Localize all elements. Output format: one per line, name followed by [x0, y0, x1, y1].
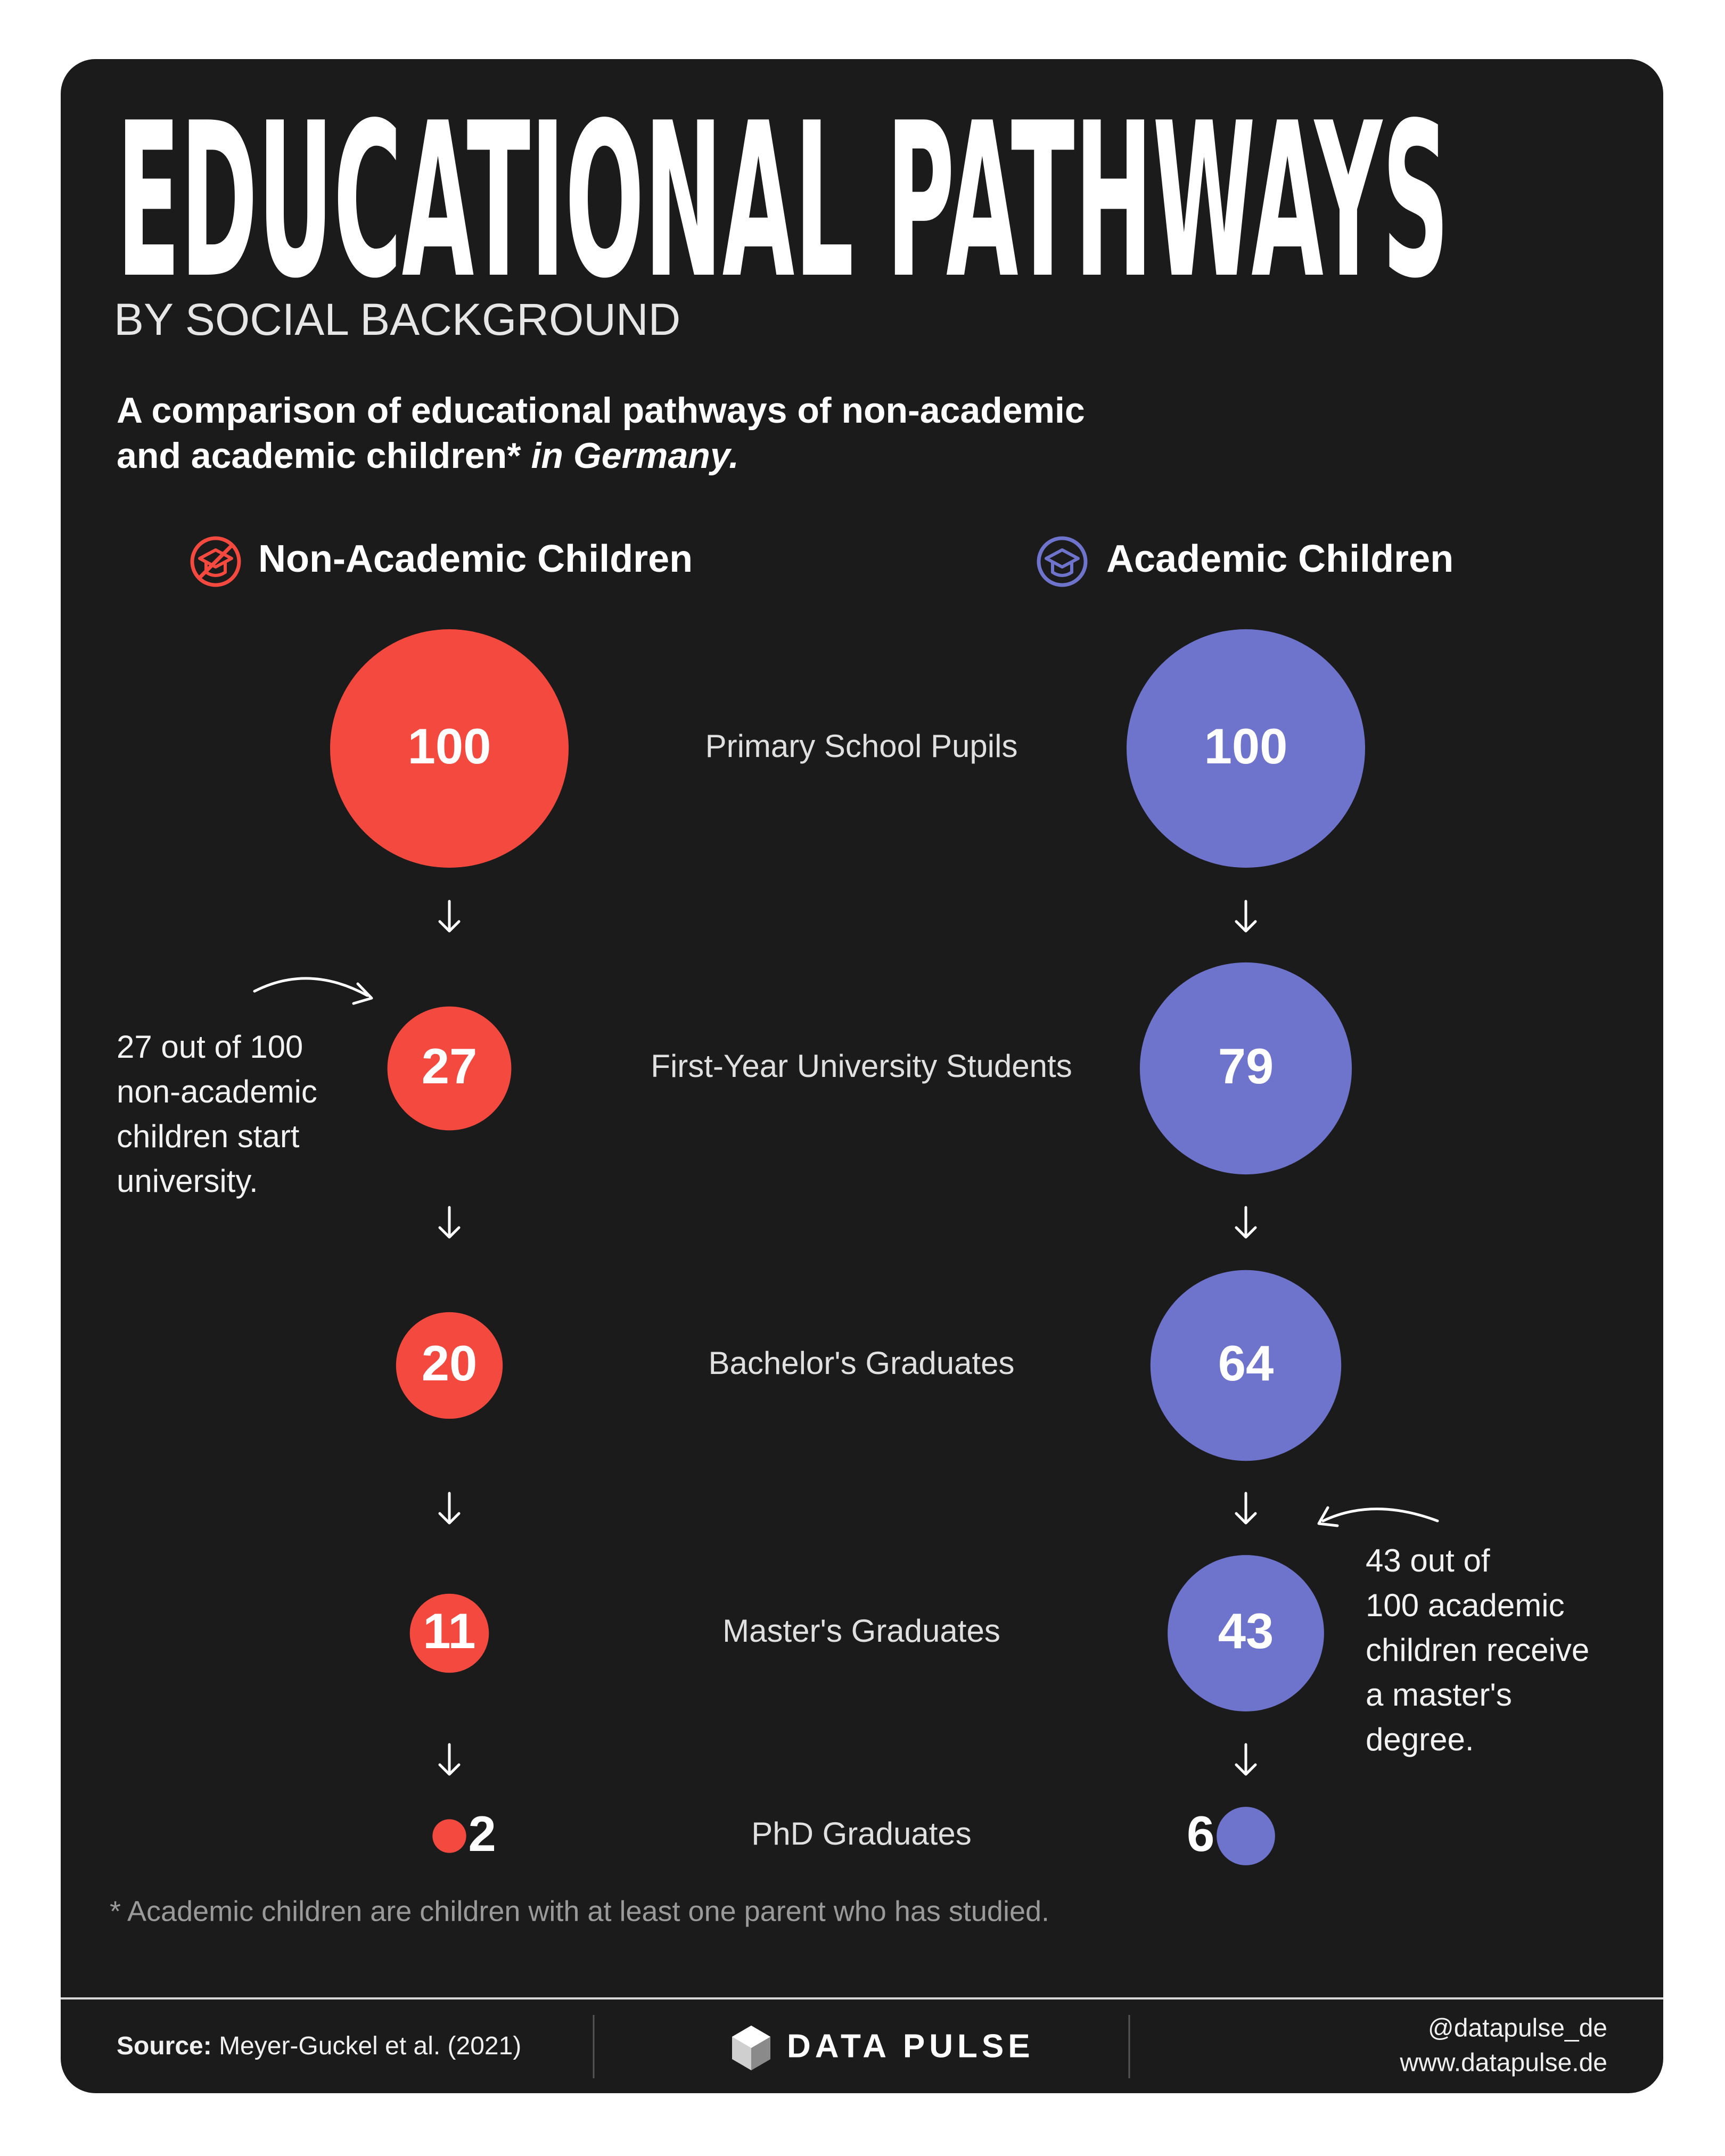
flow-arrow [1235, 1206, 1257, 1239]
annotation: degree. [1366, 1722, 1474, 1757]
legend-label: Academic Children [1106, 538, 1453, 580]
annotation-arrow-head [1317, 1506, 1339, 1527]
annotation: 43 out of [1366, 1543, 1490, 1578]
annotation-arrow [1321, 1508, 1439, 1523]
legend-icon-strike [198, 544, 234, 580]
website: www.datapulse.de [1399, 2049, 1607, 2077]
description: and academic children* in Germany. [117, 435, 739, 476]
annotation-arrow-head [352, 982, 373, 1005]
source-text: Meyer-Guckel et al. (2021) [219, 2032, 521, 2060]
legend-icon [1037, 536, 1088, 587]
annotation: children start [117, 1118, 300, 1154]
circle-mark [1127, 629, 1365, 868]
circle-mark [396, 1312, 503, 1419]
title: EDUCATIONAL PATHWAYS [117, 78, 1449, 325]
brand: DATA PULSE [787, 2028, 1034, 2064]
value-label: 100 [408, 718, 491, 774]
annotation: 100 academic [1366, 1587, 1565, 1623]
value-label: 2 [469, 1806, 496, 1862]
source-label: Source: [117, 2032, 212, 2060]
legend-icon-cap [1045, 548, 1080, 577]
flow-arrow [438, 900, 461, 933]
legend-icon [190, 536, 241, 587]
circle-mark [409, 1593, 489, 1673]
annotation: non-academic [117, 1074, 317, 1109]
brand-logo [732, 2026, 770, 2070]
flow-arrow [1235, 900, 1257, 933]
circle-mark [1217, 1807, 1275, 1865]
description-emphasis: in Germany. [531, 435, 740, 476]
value-label: 11 [423, 1603, 475, 1659]
category-label: Primary School Pupils [705, 728, 1018, 764]
annotation: children receive [1366, 1632, 1589, 1668]
circle-mark [1168, 1555, 1324, 1711]
category-label: First-Year University Students [651, 1048, 1072, 1084]
category-label: Master's Graduates [722, 1613, 1000, 1649]
flow-arrow [1235, 1492, 1257, 1525]
circle-mark [432, 1819, 466, 1853]
footnote: * Academic children are children with at… [110, 1895, 1049, 1927]
flow-arrow [438, 1743, 461, 1776]
value-label: 6 [1187, 1806, 1214, 1862]
value-label: 100 [1204, 718, 1288, 774]
description-part: and academic children* [117, 435, 521, 476]
description: A comparison of educational pathways of … [117, 390, 1085, 431]
annotation-arrow [253, 977, 369, 997]
annotation: university. [117, 1163, 258, 1199]
value-label: 20 [422, 1335, 478, 1391]
flow-arrow [438, 1492, 461, 1525]
circle-mark [387, 1006, 512, 1131]
flow-arrow [1235, 1743, 1257, 1776]
value-label: 43 [1218, 1603, 1274, 1659]
flow-arrow [438, 1206, 461, 1239]
circle-mark [330, 629, 569, 868]
category-label: Bachelor's Graduates [708, 1345, 1014, 1381]
circle-mark [1150, 1270, 1342, 1461]
subtitle: BY SOCIAL BACKGROUND [114, 294, 680, 344]
source: Source: Meyer-Guckel et al. (2021) [117, 2032, 521, 2060]
category-label: PhD Graduates [751, 1816, 972, 1851]
annotation: 27 out of 100 [117, 1029, 303, 1065]
value-label: 64 [1218, 1335, 1274, 1391]
circle-mark [1139, 962, 1352, 1175]
handle: @datapulse_de [1428, 2014, 1607, 2043]
value-label: 79 [1218, 1038, 1274, 1094]
legend-label: Non-Academic Children [258, 538, 693, 580]
annotation: a master's [1366, 1677, 1512, 1713]
value-label: 27 [422, 1038, 478, 1094]
